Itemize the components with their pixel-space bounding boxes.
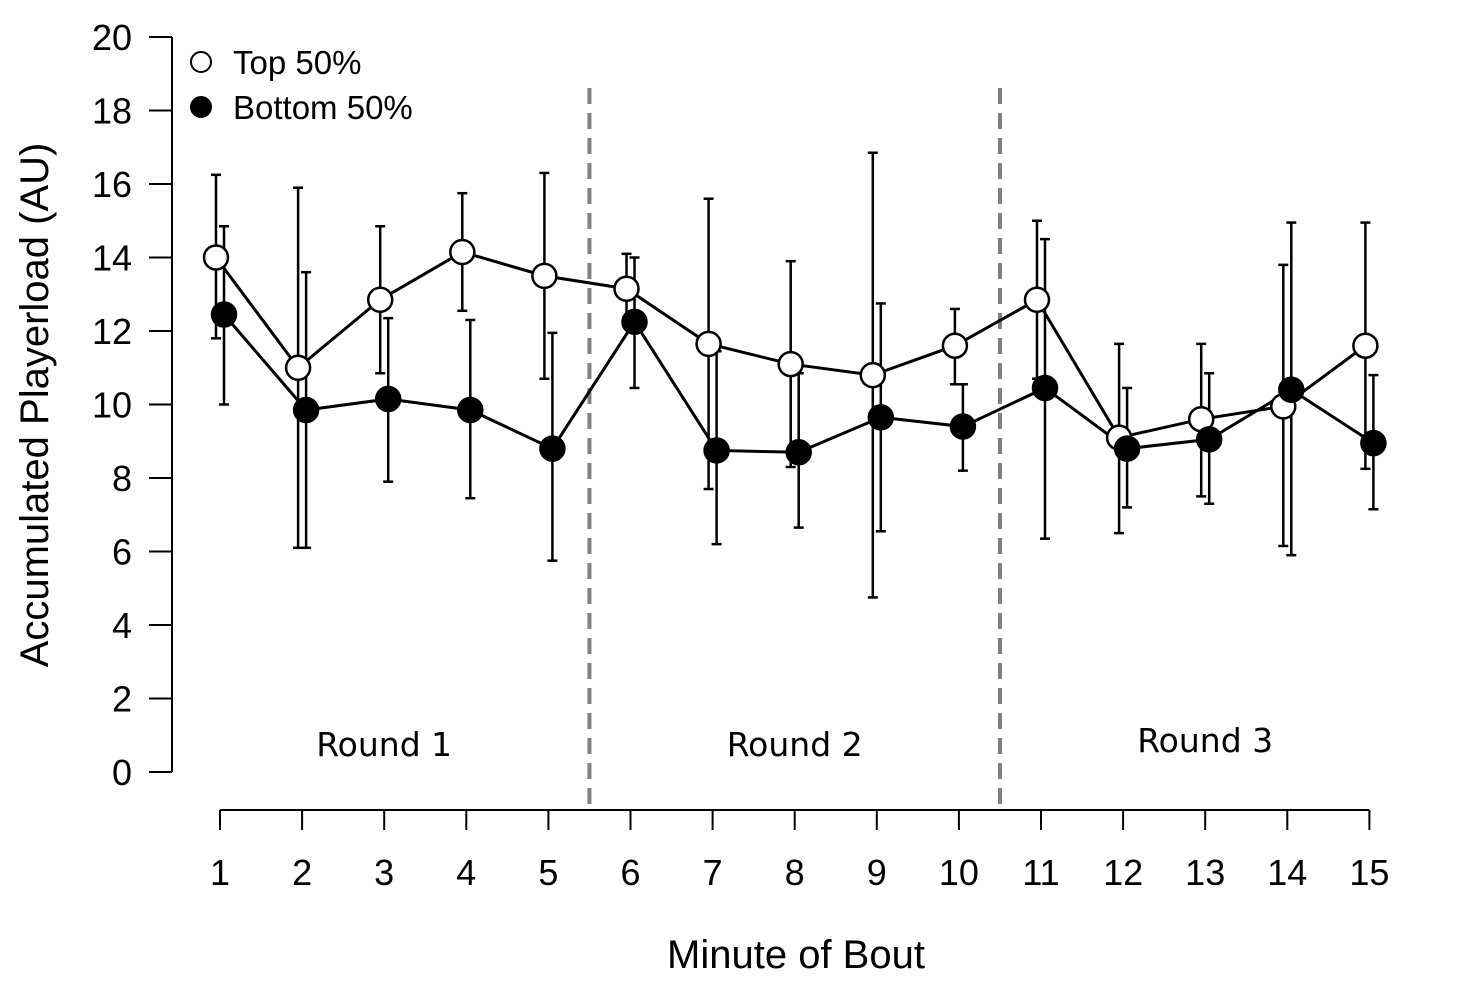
bottom-50-point	[1195, 426, 1223, 453]
y-tick-label: 4	[112, 605, 132, 646]
x-tick-label: 3	[374, 852, 394, 893]
x-tick-label: 7	[703, 852, 723, 893]
round-label: Round 2	[727, 725, 863, 764]
y-tick-label: 16	[92, 164, 132, 205]
series-markers	[210, 301, 1387, 466]
series-layer	[202, 151, 1387, 599]
bottom-50-point	[374, 385, 402, 413]
bottom-50-point	[785, 439, 812, 466]
bottom-50-point	[210, 301, 238, 328]
round-label: Round 3	[1137, 721, 1273, 760]
y-tick-label: 14	[92, 238, 132, 279]
legend-label: Bottom 50%	[233, 89, 413, 126]
top-50-point	[202, 244, 230, 271]
bottom-50-point	[1278, 376, 1305, 404]
top-50-point	[449, 238, 476, 266]
x-tick-label: 5	[538, 852, 558, 893]
x-tick-label: 4	[456, 852, 476, 893]
x-tick-label: 13	[1185, 852, 1225, 893]
x-tick-label: 12	[1103, 852, 1143, 893]
y-tick-label: 18	[92, 91, 132, 132]
y-tick-label: 2	[112, 679, 132, 720]
bottom-50-point	[621, 308, 648, 336]
y-tick-label: 6	[112, 532, 132, 573]
x-tick-label: 2	[292, 852, 312, 893]
x-tick-label: 1	[210, 852, 230, 893]
x-tick-label: 11	[1022, 852, 1059, 893]
top-50-point	[941, 332, 969, 359]
x-tick-label: 14	[1267, 852, 1307, 893]
x-tick-label: 15	[1349, 852, 1389, 893]
top-50-point	[1023, 286, 1051, 314]
y-tick-label: 8	[112, 458, 132, 499]
legend-marker-bottom-50	[190, 96, 212, 118]
x-axis-title: Minute of Bout	[667, 933, 925, 977]
x-tick-label: 10	[939, 852, 979, 893]
top-50-point	[613, 275, 640, 302]
y-tick-label: 20	[92, 17, 132, 58]
bottom-50-point	[1360, 429, 1387, 457]
top-50-point	[284, 354, 312, 381]
bottom-50-point	[949, 413, 977, 440]
bottom-50-point	[703, 437, 730, 464]
bottom-50-point	[292, 396, 320, 424]
bottom-50-point	[1113, 435, 1141, 462]
top-50-point	[531, 262, 558, 290]
y-axis-title: Accumulated Playerload (AU)	[13, 143, 57, 668]
bottom-50-point	[539, 435, 566, 462]
x-tick-label: 8	[785, 852, 805, 893]
y-axis: 0 2 4 6 8 10 12 14 16 18 20	[92, 17, 173, 793]
top-50-point	[777, 350, 804, 378]
x-axis: 1 2 3 4 5 6 7 8 9 10 11 12 13 14 15	[210, 809, 1389, 893]
legend-marker-top-50	[190, 51, 212, 73]
bottom-50-point	[867, 404, 895, 431]
top-50-point	[366, 286, 394, 314]
top-50-point	[1352, 332, 1379, 359]
legend-label: Top 50%	[233, 44, 361, 81]
round-annotations: Round 1 Round 2 Round 3	[316, 721, 1273, 764]
y-tick-label: 0	[112, 752, 132, 793]
legend: Top 50% Bottom 50%	[190, 44, 413, 126]
x-tick-label: 9	[867, 852, 887, 893]
series-markers	[202, 238, 1379, 451]
bottom-50-point	[457, 396, 484, 424]
top-50-point	[859, 361, 887, 389]
x-tick-label: 6	[620, 852, 640, 893]
top-50-point	[695, 330, 722, 358]
bottom-50-point	[1031, 374, 1059, 402]
round-dividers	[587, 88, 1002, 810]
round-label: Round 1	[316, 725, 452, 764]
y-tick-label: 10	[92, 385, 132, 426]
y-tick-label: 12	[92, 311, 132, 352]
